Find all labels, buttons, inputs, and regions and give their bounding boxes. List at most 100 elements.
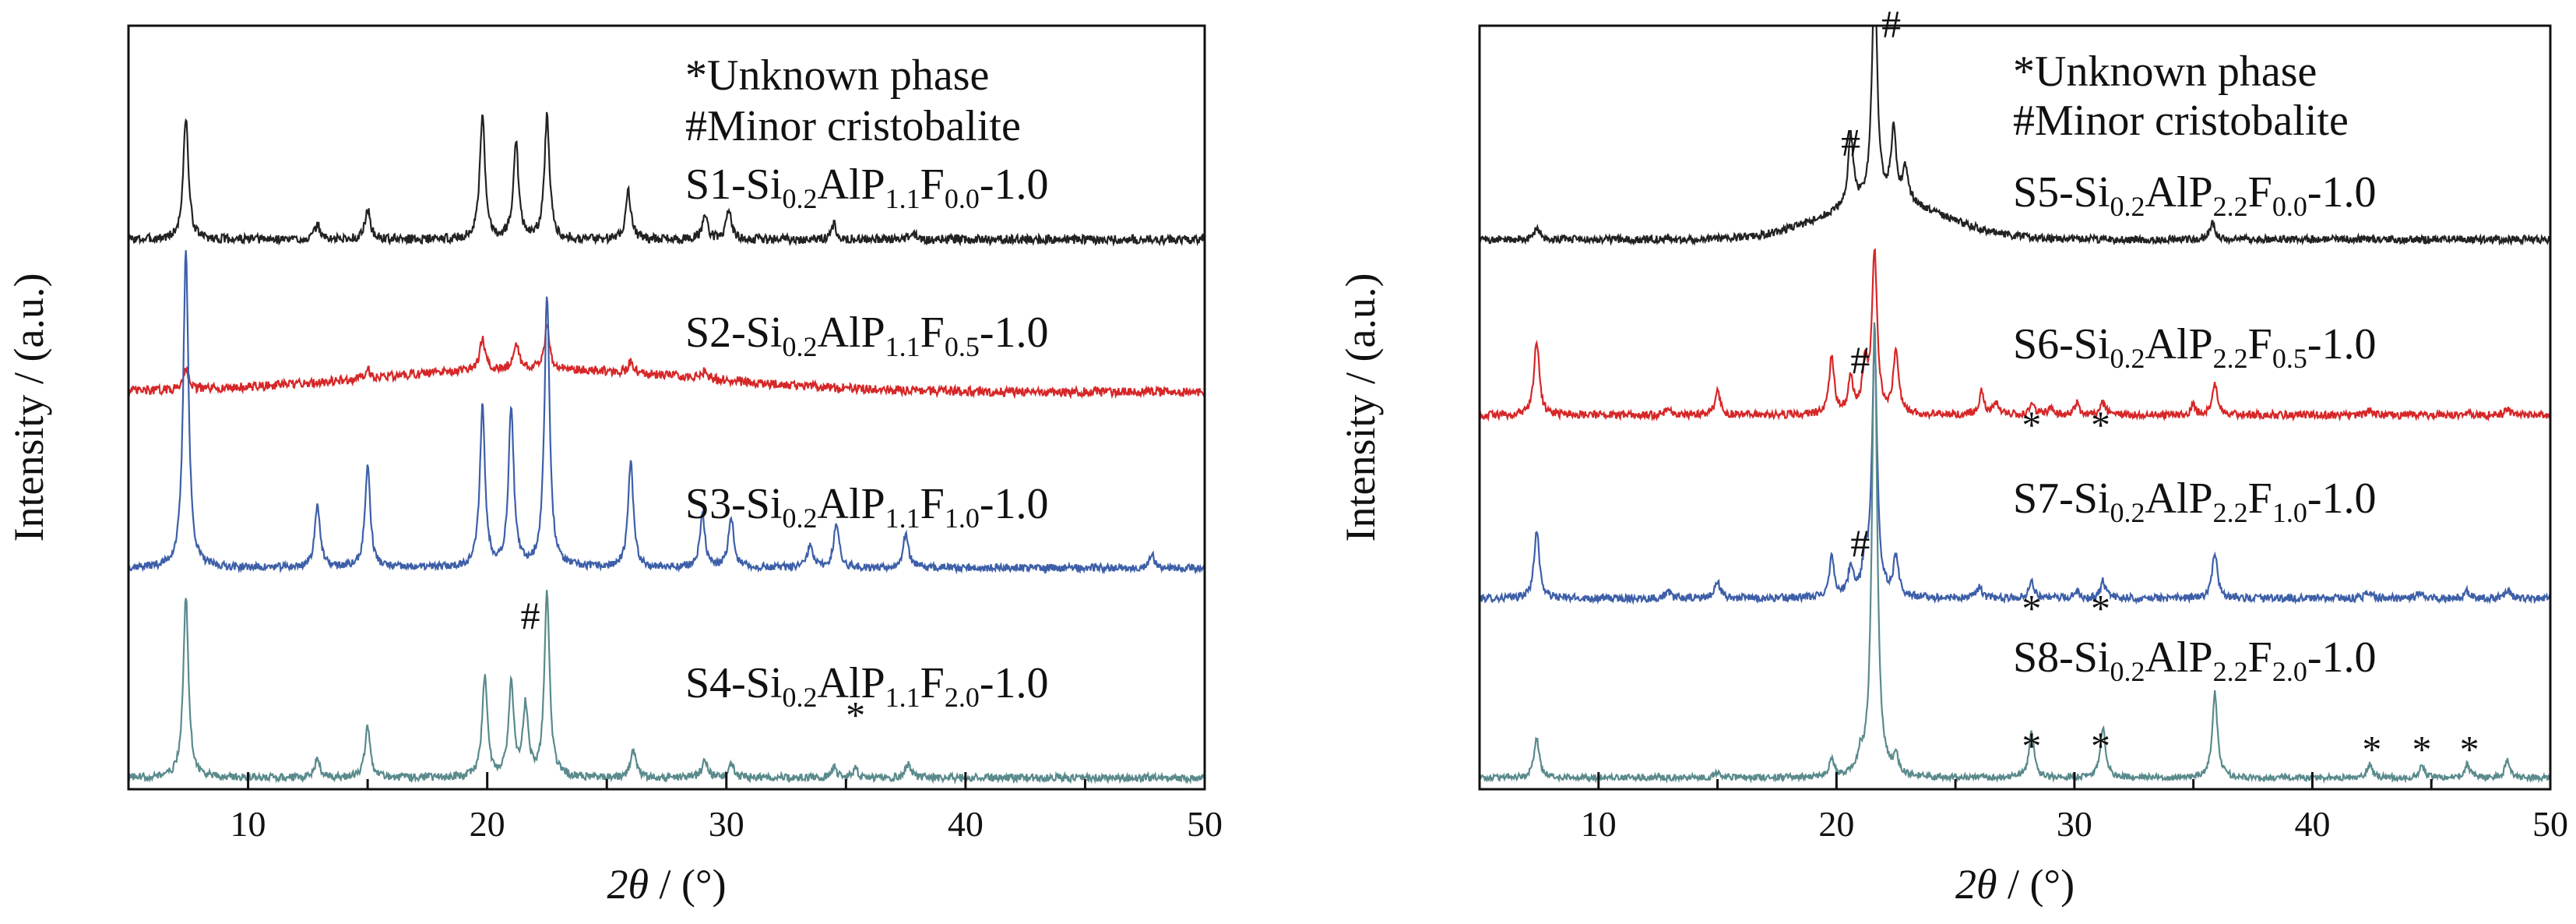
label-text: F bbox=[2248, 168, 2272, 217]
series-label-s7: S7-Si0.2AlP2.2F1.0-1.0 bbox=[2013, 474, 2376, 528]
label-text: -1.0 bbox=[2307, 168, 2377, 217]
label-subscript: 2.2 bbox=[2213, 497, 2248, 528]
label-text: S5-Si bbox=[2013, 168, 2110, 217]
x-axis-title-unit: / (°) bbox=[649, 861, 727, 908]
unknown-phase-marker: * bbox=[2091, 586, 2110, 630]
series-line-s6 bbox=[1480, 248, 2550, 422]
label-text: AlP bbox=[2145, 320, 2213, 369]
cristobalite-marker: # bbox=[1850, 521, 1870, 565]
label-subscript: 2.0 bbox=[2272, 656, 2307, 687]
label-text: S8-Si bbox=[2013, 633, 2110, 682]
legend-unknown-phase: *Unknown phase bbox=[2013, 48, 2317, 96]
label-subscript: 0.2 bbox=[2110, 656, 2145, 687]
x-axis-title: 2θ / (°) bbox=[1955, 861, 2075, 908]
series-label-s6: S6-Si0.2AlP2.2F0.5-1.0 bbox=[2013, 320, 2376, 374]
series-label-s8: S8-Si0.2AlP2.2F2.0-1.0 bbox=[2013, 633, 2376, 687]
y-axis-title: Intensity / (a.u.) bbox=[5, 273, 52, 542]
cristobalite-marker: # bbox=[520, 594, 540, 637]
label-text: AlP bbox=[818, 160, 885, 209]
label-subscript: 1.1 bbox=[885, 331, 920, 362]
left-xrd-panel: 10 20 30 40 50 2θ / (°) Intensity / (a.u.) *Unk… bbox=[5, 24, 1223, 908]
x-axis-title: 2θ / (°) bbox=[607, 861, 726, 908]
series-label-s5: S5-Si0.2AlP2.2F0.0-1.0 bbox=[2013, 168, 2376, 222]
label-text: AlP bbox=[2145, 168, 2213, 217]
label-text: -1.0 bbox=[980, 160, 1049, 209]
label-subscript: 1.0 bbox=[945, 503, 980, 534]
label-subscript: 0.2 bbox=[2110, 497, 2145, 528]
cristobalite-marker: # bbox=[1841, 121, 1860, 164]
series-line-s4 bbox=[128, 590, 1205, 785]
label-subscript: 1.1 bbox=[885, 503, 920, 534]
label-text: AlP bbox=[2145, 474, 2213, 523]
label-text: F bbox=[920, 309, 945, 357]
label-subscript: 0.0 bbox=[2272, 191, 2307, 222]
label-subscript: 1.1 bbox=[885, 682, 920, 713]
label-subscript: 0.2 bbox=[783, 183, 818, 214]
label-subscript: 0.2 bbox=[2110, 343, 2145, 374]
x-tick-label: 30 bbox=[2057, 804, 2092, 844]
series-label-s4: S4-Si0.2AlP1.1F2.0-1.0 bbox=[685, 659, 1048, 713]
series-line-s1 bbox=[128, 111, 1205, 247]
label-subscript: 0.2 bbox=[783, 682, 818, 713]
label-text: F bbox=[920, 659, 945, 707]
unknown-phase-marker: * bbox=[2022, 403, 2041, 446]
label-subscript: 1.1 bbox=[885, 183, 920, 214]
unknown-phase-marker: * bbox=[846, 693, 865, 737]
cristobalite-marker: # bbox=[1881, 2, 1901, 46]
label-text: S1-Si bbox=[685, 160, 783, 209]
label-subscript: 1.0 bbox=[2272, 497, 2307, 528]
unknown-phase-marker: * bbox=[2362, 728, 2381, 771]
y-axis-title: Intensity / (a.u.) bbox=[1337, 273, 1384, 542]
unknown-phase-marker: * bbox=[2022, 586, 2041, 630]
series-label-s1: S1-Si0.2AlP1.1F0.0-1.0 bbox=[685, 160, 1048, 214]
label-subscript: 0.2 bbox=[783, 331, 818, 362]
traces bbox=[1480, 26, 2550, 785]
x-tick-label: 10 bbox=[1581, 804, 1617, 844]
label-text: S6-Si bbox=[2013, 320, 2110, 369]
series-line-s3 bbox=[128, 250, 1205, 575]
label-text: AlP bbox=[818, 480, 885, 528]
right-xrd-panel: 10 20 30 40 50 2θ / (°) Intensity / (a.u.) *Unk… bbox=[1337, 2, 2568, 908]
label-subscript: 2.2 bbox=[2213, 656, 2248, 687]
label-subscript: 0.0 bbox=[945, 183, 980, 214]
unknown-phase-marker: * bbox=[2022, 724, 2041, 767]
x-tick-label: 20 bbox=[470, 804, 505, 844]
plot-frame bbox=[127, 24, 1206, 791]
label-text: -1.0 bbox=[2307, 474, 2377, 523]
label-subscript: 2.2 bbox=[2213, 191, 2248, 222]
series-label-s2: S2-Si0.2AlP1.1F0.5-1.0 bbox=[685, 309, 1048, 362]
label-text: -1.0 bbox=[980, 480, 1049, 528]
x-tick-label: 50 bbox=[1187, 804, 1223, 844]
label-subscript: 0.5 bbox=[945, 331, 980, 362]
plot-frame bbox=[1478, 24, 2552, 791]
label-subscript: 0.2 bbox=[783, 503, 818, 534]
label-text: F bbox=[2248, 633, 2272, 682]
label-text: S2-Si bbox=[685, 309, 783, 357]
legend-unknown-phase: *Unknown phase bbox=[685, 51, 989, 100]
label-subscript: 2.0 bbox=[945, 682, 980, 713]
label-text: S3-Si bbox=[685, 480, 783, 528]
label-text: -1.0 bbox=[980, 309, 1049, 357]
label-text: AlP bbox=[2145, 633, 2213, 682]
x-axis-title-symbol: 2θ bbox=[1955, 861, 1997, 908]
x-axis-title-symbol: 2θ bbox=[607, 861, 649, 908]
x-axis-title-unit: / (°) bbox=[1997, 861, 2075, 908]
x-tick-label: 50 bbox=[2532, 804, 2568, 844]
series-line-s8 bbox=[1480, 322, 2550, 785]
legend-minor-cristobalite: #Minor cristobalite bbox=[685, 102, 1021, 150]
unknown-phase-marker: * bbox=[2460, 728, 2479, 771]
label-subscript: 2.2 bbox=[2213, 343, 2248, 374]
legend-minor-cristobalite: #Minor cristobalite bbox=[2013, 97, 2349, 145]
label-text: F bbox=[2248, 320, 2272, 369]
x-tick-label: 40 bbox=[948, 804, 984, 844]
series-line-s2 bbox=[128, 322, 1205, 400]
x-tick-label: 30 bbox=[709, 804, 744, 844]
series-line-s7 bbox=[1480, 340, 2550, 605]
label-text: F bbox=[920, 480, 945, 528]
label-subscript: 0.2 bbox=[2110, 191, 2145, 222]
series-label-s3: S3-Si0.2AlP1.1F1.0-1.0 bbox=[685, 480, 1048, 534]
label-text: AlP bbox=[818, 309, 885, 357]
label-text: S4-Si bbox=[685, 659, 783, 707]
label-subscript: 0.5 bbox=[2272, 343, 2307, 374]
